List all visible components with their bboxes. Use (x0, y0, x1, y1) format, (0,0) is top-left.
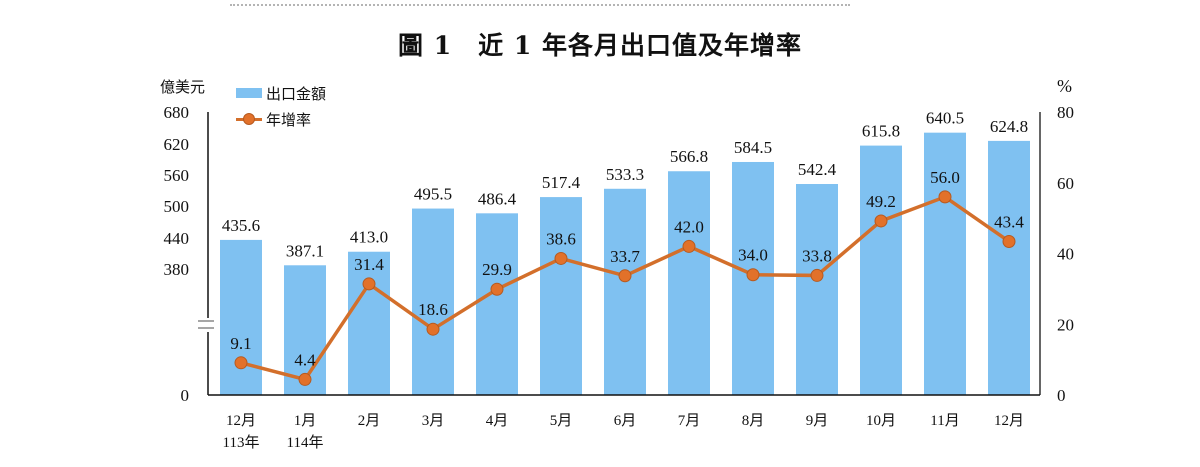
right-tick-label: 60 (1057, 174, 1074, 193)
x-axis-label: 2月 (357, 413, 381, 429)
bar (412, 208, 454, 395)
bar-value-label: 533.3 (606, 165, 644, 184)
rate-value-label: 56.0 (930, 168, 960, 187)
x-axis-label: 12月 113年 (222, 413, 260, 451)
bar-value-label: 517.4 (542, 173, 581, 192)
x-axis-label: 1月 114年 (286, 413, 324, 451)
left-axis-ticks: 680 620 560 500 440 380 0 (164, 103, 190, 405)
chart-title: 圖 1 近 1 年各月出口值及年增率 (398, 31, 802, 60)
x-axis-label: 8月 (741, 413, 765, 429)
rate-marker (746, 268, 760, 282)
bar (860, 145, 902, 395)
rate-marker (426, 322, 440, 336)
rate-value-label: 33.8 (802, 246, 832, 265)
rate-value-label: 33.7 (610, 247, 640, 266)
bar-data-labels: 435.6 387.1 413.0 495.5 486.4 517.4 533.3 566.8… (222, 109, 1028, 261)
bar-value-label: 486.4 (478, 189, 517, 208)
bar-value-label: 584.5 (734, 138, 772, 157)
line-marker-icon (236, 112, 262, 126)
rate-value-label: 4.4 (294, 350, 316, 369)
bar-value-label: 413.0 (350, 228, 388, 247)
bar (796, 184, 838, 395)
legend-label: 出口金額 (266, 84, 327, 103)
rate-marker (938, 190, 952, 204)
x-axis-label: 3月 (421, 413, 445, 429)
rate-value-label: 43.4 (994, 212, 1024, 231)
rate-marker (234, 356, 248, 370)
rate-marker (298, 372, 312, 386)
x-axis-label: 11月 (930, 413, 960, 429)
rate-value-label: 29.9 (482, 260, 512, 279)
bar-value-label: 387.1 (286, 241, 324, 260)
x-axis-label: 6月 (613, 413, 637, 429)
bar-value-label: 495.5 (414, 185, 452, 204)
bar-value-label: 624.8 (990, 117, 1028, 136)
rate-value-label: 42.0 (674, 217, 704, 236)
left-tick-label: 620 (164, 135, 190, 154)
rate-value-label: 18.6 (418, 300, 448, 319)
legend-item-yoy-rate: 年增率 (236, 106, 326, 132)
rate-value-label: 9.1 (230, 334, 251, 353)
bar (604, 188, 646, 395)
right-axis-ticks: 80 60 40 20 0 (1057, 103, 1074, 405)
bar-value-label: 542.4 (798, 160, 837, 179)
rate-marker (618, 269, 632, 283)
x-axis-label: 10月 (865, 413, 896, 429)
right-axis-unit: % (1057, 76, 1072, 96)
bar-value-label: 615.8 (862, 122, 900, 141)
x-axis-label: 9月 (805, 413, 829, 429)
bar (668, 171, 710, 395)
right-tick-label: 40 (1057, 245, 1074, 264)
x-axis-label: 5月 (549, 413, 573, 429)
legend: 出口金額 年增率 (236, 80, 326, 132)
left-tick-label: 440 (164, 229, 190, 248)
cropped-text-above (230, 0, 850, 6)
x-axis-label: 12月 (993, 413, 1024, 429)
bar-value-label: 435.6 (222, 216, 260, 235)
rate-value-label: 49.2 (866, 192, 896, 211)
rate-value-label: 38.6 (546, 229, 576, 248)
legend-label: 年增率 (266, 110, 312, 129)
bar (348, 251, 390, 395)
rate-marker (874, 214, 888, 228)
right-tick-label: 80 (1057, 103, 1074, 122)
rate-value-label: 34.0 (738, 246, 768, 265)
line-data-labels: 9.1 4.4 31.4 18.6 29.9 38.6 33.7 42.0 34.0 33.8 49… (230, 168, 1024, 370)
x-axis-label: 4月 (485, 413, 509, 429)
left-tick-label: 680 (164, 103, 190, 122)
rate-marker (1002, 234, 1016, 248)
right-tick-label: 0 (1057, 386, 1066, 405)
bar (220, 239, 262, 395)
left-tick-label: 560 (164, 166, 190, 185)
rate-value-label: 31.4 (354, 255, 384, 274)
left-axis-unit: 億美元 (160, 78, 206, 96)
left-tick-label: 380 (164, 260, 190, 279)
bar-value-label: 640.5 (926, 109, 964, 128)
right-tick-label: 20 (1057, 315, 1074, 334)
rate-marker (682, 239, 696, 253)
bar (540, 197, 582, 395)
left-tick-label: 500 (164, 197, 190, 216)
line-series (234, 190, 1016, 386)
rate-marker (554, 251, 568, 265)
bar (476, 213, 518, 395)
bar (924, 132, 966, 395)
bar-series (220, 132, 1030, 395)
legend-item-export-value: 出口金額 (236, 80, 326, 106)
x-axis-label: 7月 (677, 413, 701, 429)
bar-swatch-icon (236, 88, 262, 98)
bar (988, 140, 1030, 395)
rate-marker (490, 282, 504, 296)
rate-marker (810, 268, 824, 282)
left-tick-label: 0 (181, 386, 190, 405)
rate-marker (362, 277, 376, 291)
bar-value-label: 566.8 (670, 147, 708, 166)
